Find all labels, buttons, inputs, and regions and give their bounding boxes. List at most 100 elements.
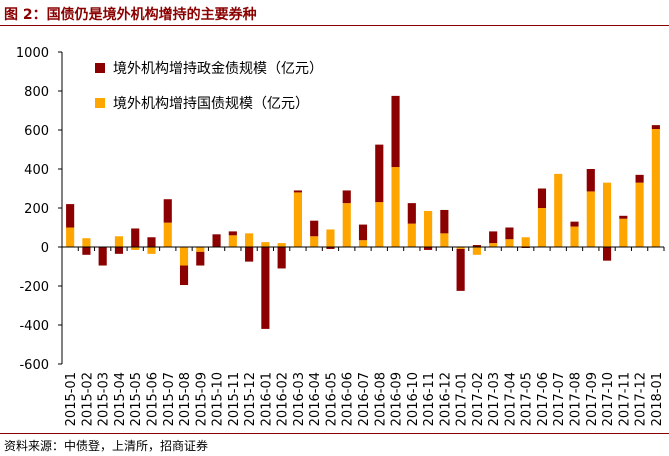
x-tick-label: 2016-01 (259, 372, 274, 426)
bar-policy-bank (163, 199, 172, 223)
bar-treasury (131, 247, 140, 250)
x-tick-label: 2015-07 (162, 372, 177, 426)
bar-policy-bank (228, 231, 237, 236)
bar-policy-bank (602, 247, 612, 261)
bar-treasury (635, 182, 644, 247)
legend-swatch-treasury-bonds (95, 98, 105, 108)
y-tick-label: 400 (24, 163, 49, 178)
x-tick-label: 2017-03 (487, 372, 502, 426)
bar-policy-bank (261, 247, 270, 329)
x-tick-label: 2017-11 (617, 372, 632, 426)
bar-treasury (424, 210, 433, 247)
x-tick-label: 2017-01 (455, 372, 470, 426)
y-tick-label: 0 (41, 241, 49, 256)
bar-treasury (147, 247, 156, 254)
bar-policy-bank (651, 125, 660, 130)
x-tick-label: 2015-05 (129, 372, 144, 426)
bar-treasury (375, 202, 384, 247)
x-tick-label: 2015-10 (211, 372, 226, 426)
bar-treasury (407, 223, 416, 247)
x-axis: 2015-01 2015-02 2015-03 2015-04 2015-05 2015-… (61, 246, 665, 426)
y-tick-label: 600 (24, 124, 49, 139)
bar-treasury (554, 173, 563, 247)
y-tick-label: -600 (19, 358, 49, 373)
bar-policy-bank (407, 203, 416, 224)
bar-treasury (163, 222, 172, 247)
x-tick-label: 2017-07 (552, 372, 567, 426)
x-tick-label: 2015-02 (80, 372, 95, 426)
y-tick-label: 800 (24, 85, 49, 100)
bar-policy-bank (114, 247, 124, 254)
x-tick-label: 2015-12 (243, 372, 258, 426)
y-axis: -600 -400 -200 0 200 400 600 800 1000 (16, 46, 63, 373)
legend-swatch-policy-bank-bonds (95, 63, 105, 73)
bar-policy-bank (440, 209, 449, 234)
x-tick-label: 2015-03 (97, 372, 112, 426)
legend: 境外机构增持政金债规模（亿元） 境外机构增持国债规模（亿元） (95, 61, 323, 112)
bar-policy-bank (619, 215, 628, 219)
bar-policy-bank (131, 228, 140, 247)
bar-treasury (66, 227, 75, 247)
bar-treasury (570, 226, 579, 247)
bar-treasury (391, 167, 400, 247)
x-tick-label: 2015-01 (64, 372, 79, 426)
x-tick-label: 2015-08 (178, 372, 193, 426)
x-tick-label: 2017-04 (503, 372, 518, 426)
bar-policy-bank (179, 265, 189, 286)
bar-policy-bank (82, 247, 91, 255)
source-note: 资料来源：中债登，上清所，招商证券 (4, 439, 209, 453)
source-rule (0, 433, 669, 434)
legend-label-policy-bank-bonds: 境外机构增持政金债规模（亿元） (113, 61, 323, 77)
bar-policy-bank (293, 190, 302, 193)
y-tick-label: 200 (24, 202, 49, 217)
x-tick-label: 2015-06 (145, 372, 160, 426)
bar-policy-bank (326, 247, 335, 249)
bar-policy-bank (570, 221, 579, 227)
bar-treasury (310, 236, 319, 247)
x-tick-label: 2017-05 (520, 372, 535, 426)
bar-treasury (179, 247, 189, 266)
y-tick-label: 1000 (16, 46, 49, 61)
x-tick-label: 2015-11 (227, 372, 242, 426)
bar-policy-bank (98, 247, 107, 266)
bar-treasury (537, 208, 547, 247)
bar-policy-bank (66, 204, 75, 228)
bar-treasury (228, 235, 237, 247)
x-tick-label: 2016-02 (276, 372, 291, 426)
bar-treasury (358, 240, 368, 247)
bar-treasury (456, 247, 465, 249)
bar-treasury (586, 191, 595, 247)
x-tick-label: 2016-12 (438, 372, 453, 426)
bar-policy-bank (196, 251, 205, 266)
x-tick-label: 2017-02 (471, 372, 486, 426)
bar-treasury (293, 192, 302, 247)
x-tick-label: 2017-06 (536, 372, 551, 426)
bar-policy-bank (375, 144, 384, 203)
x-tick-label: 2016-09 (390, 372, 405, 426)
x-tick-label: 2016-11 (422, 372, 437, 426)
bar-treasury (245, 233, 254, 247)
x-tick-label: 2016-05 (324, 372, 339, 426)
bar-treasury (261, 242, 270, 247)
bar-policy-bank (505, 227, 514, 240)
x-tick-label: 2015-04 (113, 372, 128, 426)
bar-policy-bank (358, 224, 368, 241)
bar-policy-bank (635, 174, 644, 183)
bar-policy-bank (342, 190, 351, 204)
x-tick-label: 2016-10 (406, 372, 421, 426)
bar-treasury (472, 247, 481, 255)
x-tick-label: 2017-12 (634, 372, 649, 426)
bar-treasury (82, 238, 91, 247)
bars (66, 95, 660, 329)
bar-policy-bank (424, 247, 433, 250)
bar-treasury (602, 182, 612, 247)
title-rule (0, 25, 669, 26)
bar-treasury (505, 239, 514, 247)
bar-policy-bank (147, 237, 156, 247)
bar-treasury (651, 129, 660, 247)
bar-policy-bank (212, 234, 221, 247)
bar-treasury (619, 218, 628, 247)
bar-treasury (440, 233, 449, 247)
x-tick-label: 2016-08 (373, 372, 388, 426)
